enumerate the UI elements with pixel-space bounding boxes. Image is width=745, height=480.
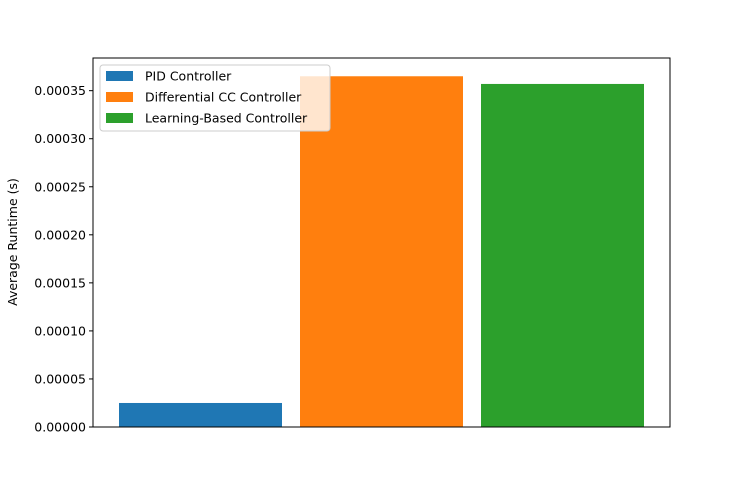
legend-swatch bbox=[106, 71, 133, 81]
legend-swatch bbox=[106, 92, 133, 102]
legend-label: PID Controller bbox=[145, 69, 232, 84]
legend-frame bbox=[99, 64, 331, 132]
y-tick-label: 0.00000 bbox=[34, 420, 86, 435]
bar-1 bbox=[119, 402, 282, 427]
y-tick-label: 0.00005 bbox=[34, 371, 86, 386]
y-axis-ticks: 0.00000 0.00005 0.00010 0.00015 0.00020 0.000… bbox=[34, 83, 93, 435]
bars-group bbox=[119, 76, 644, 427]
y-tick-label: 0.00015 bbox=[34, 275, 86, 290]
axes-frame bbox=[92, 57, 671, 428]
bar-3 bbox=[481, 83, 644, 427]
y-tick-label: 0.00010 bbox=[34, 323, 86, 338]
legend-label: Differential CC Controller bbox=[145, 90, 302, 105]
legend: PID Controller Differential CC Controller… bbox=[99, 64, 331, 132]
y-axis-label: Average Runtime (s) bbox=[5, 178, 20, 306]
legend-swatch bbox=[106, 113, 133, 123]
bar-2 bbox=[300, 76, 463, 427]
y-tick-label: 0.00035 bbox=[34, 83, 86, 98]
y-tick-label: 0.00025 bbox=[34, 179, 86, 194]
legend-label: Learning-Based Controller bbox=[145, 111, 308, 126]
y-tick-label: 0.00020 bbox=[34, 227, 86, 242]
y-tick-label: 0.00030 bbox=[34, 131, 86, 146]
